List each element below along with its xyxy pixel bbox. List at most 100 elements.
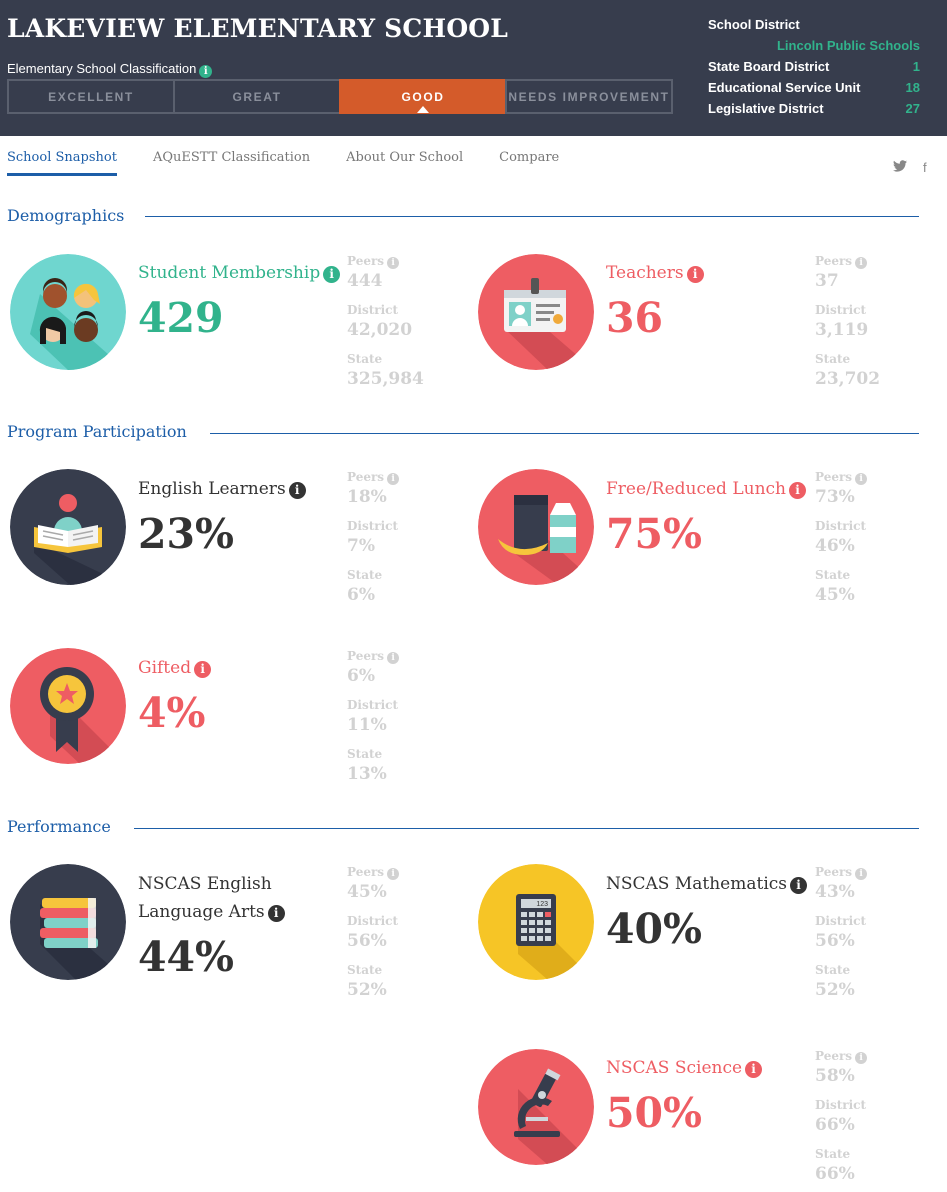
classification-ratings: EXCELLENT GREAT GOOD NEEDS IMPROVEMENT [7, 79, 673, 114]
calculator-display: 123 [536, 901, 548, 908]
section-demographics: Demographics [7, 206, 133, 225]
microscope-icon [478, 1049, 594, 1165]
info-icon[interactable]: i [855, 868, 868, 880]
frl-peers-value: 73% [815, 487, 855, 507]
info-icon[interactable]: i [387, 868, 400, 880]
ell-label: English Learners i [138, 475, 306, 503]
tab-about-our-school[interactable]: About Our School [346, 150, 464, 165]
ela-label-line1: NSCAS English [138, 874, 272, 894]
ela-label: NSCAS English Language Arts i [138, 870, 285, 926]
books-icon [10, 864, 126, 980]
ela-district-value: 56% [347, 931, 387, 951]
section-program-participation: Program Participation [7, 422, 195, 441]
frl-value: 75% [606, 510, 703, 558]
gifted-label-text: Gifted [138, 658, 192, 678]
ela-peers-value: 45% [347, 882, 387, 902]
info-icon[interactable]: i [855, 473, 868, 485]
rating-good[interactable]: GOOD [339, 79, 507, 114]
math-label: NSCAS Mathematics i [606, 870, 808, 898]
membership-state-value: 325,984 [347, 369, 424, 389]
math-comparison: Peers i 43% District 56% State 52% [815, 863, 868, 1010]
header: LAKEVIEW ELEMENTARY SCHOOL Elementary Sc… [0, 0, 947, 136]
reader-book-icon [10, 469, 126, 585]
teachers-label: Teachers i [606, 259, 704, 287]
math-value: 40% [606, 905, 703, 953]
teachers-comparison: Peers i 37 District 3,119 State 23,702 [815, 252, 880, 399]
section-divider [145, 216, 919, 217]
district-label: District [347, 698, 398, 712]
ela-comparison: Peers i 45% District 56% State 52% [347, 863, 400, 1010]
ela-state-value: 52% [347, 980, 387, 1000]
peers-label: Peers i [347, 468, 400, 486]
membership-comparison: Peers i 444 District 42,020 State 325,984 [347, 252, 424, 399]
twitter-icon[interactable] [893, 160, 907, 175]
frl-state-value: 45% [815, 585, 855, 605]
science-district-value: 66% [815, 1115, 855, 1135]
classification-label: Elementary School Classification i [7, 61, 213, 78]
school-district-value[interactable]: Lincoln Public Schools [776, 38, 920, 53]
facebook-icon[interactable]: f [923, 160, 927, 175]
membership-value: 429 [138, 294, 224, 342]
math-district-value: 56% [815, 931, 855, 951]
state-board-label: State Board District [708, 59, 830, 74]
lunch-icon [478, 469, 594, 585]
info-icon[interactable]: i [387, 257, 400, 269]
tab-school-snapshot[interactable]: School Snapshot [7, 150, 117, 176]
ell-info-icon[interactable]: i [288, 482, 306, 499]
math-peers-value: 43% [815, 882, 855, 902]
peers-label: Peers i [815, 252, 880, 270]
district-label: District [347, 519, 398, 533]
state-label: State [815, 352, 851, 366]
info-icon[interactable]: i [855, 1052, 868, 1064]
state-label: State [815, 1147, 851, 1161]
peers-label: Peers i [347, 863, 400, 881]
esu-row: Educational Service Unit 18 [708, 77, 920, 98]
teachers-label-text: Teachers [606, 263, 684, 283]
gifted-state-value: 13% [347, 764, 387, 784]
science-value: 50% [606, 1089, 703, 1137]
award-ribbon-icon [10, 648, 126, 764]
membership-info-icon[interactable]: i [323, 266, 341, 283]
state-board-row: State Board District 1 [708, 56, 920, 77]
tab-aquestt-classification[interactable]: AQuESTT Classification [152, 150, 311, 165]
frl-comparison: Peers i 73% District 46% State 45% [815, 468, 868, 615]
tab-compare[interactable]: Compare [499, 150, 560, 165]
state-label: State [815, 963, 851, 977]
peers-label: Peers i [347, 252, 424, 270]
ell-district-value: 7% [347, 536, 375, 556]
info-icon[interactable]: i [199, 65, 213, 78]
legislative-label: Legislative District [708, 101, 824, 116]
section-performance: Performance [7, 817, 119, 836]
district-label: District [347, 303, 398, 317]
rating-excellent[interactable]: EXCELLENT [7, 79, 175, 114]
ela-info-icon[interactable]: i [267, 905, 285, 922]
rating-great[interactable]: GREAT [173, 79, 341, 114]
gifted-info-icon[interactable]: i [194, 661, 212, 678]
gifted-comparison: Peers i 6% District 11% State 13% [347, 647, 400, 794]
info-icon[interactable]: i [387, 652, 400, 664]
district-label: District [815, 303, 866, 317]
science-state-value: 66% [815, 1164, 855, 1184]
nav-tabs: School Snapshot AQuESTT Classification A… [7, 150, 595, 176]
state-label: State [815, 568, 851, 582]
gifted-district-value: 11% [347, 715, 387, 735]
ell-label-text: English Learners [138, 479, 286, 499]
frl-label-text: Free/Reduced Lunch [606, 479, 786, 499]
state-label: State [347, 747, 383, 761]
science-peers-value: 58% [815, 1066, 855, 1086]
state-label: State [347, 963, 383, 977]
math-info-icon[interactable]: i [790, 877, 808, 894]
district-label: District [815, 1098, 866, 1112]
ell-peers-value: 18% [347, 487, 387, 507]
science-label-text: NSCAS Science [606, 1058, 743, 1078]
science-info-icon[interactable]: i [745, 1061, 763, 1078]
school-district-label: School District [708, 17, 800, 32]
peers-label: Peers i [815, 1047, 868, 1065]
info-icon[interactable]: i [387, 473, 400, 485]
info-icon[interactable]: i [855, 257, 868, 269]
teachers-info-icon[interactable]: i [686, 266, 704, 283]
rating-needs-improvement[interactable]: NEEDS IMPROVEMENT [505, 79, 673, 114]
frl-info-icon[interactable]: i [789, 482, 806, 499]
frl-label: Free/Reduced Lunch i [606, 475, 806, 503]
state-board-value: 1 [912, 59, 920, 74]
